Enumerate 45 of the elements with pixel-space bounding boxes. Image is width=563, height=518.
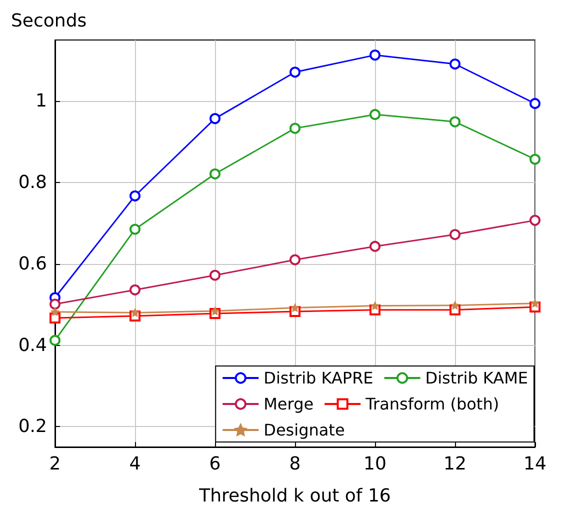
point: [451, 302, 459, 310]
x-tick-label: 2: [49, 454, 61, 474]
point: [210, 168, 220, 180]
y-tick-label: 0.4: [18, 334, 47, 356]
x-axis-title: Threshold k out of 16: [198, 486, 391, 506]
point: [131, 308, 139, 316]
y-tick-label: 0.2: [18, 416, 47, 438]
legend-label: Distrib KAME: [425, 368, 528, 388]
point: [290, 66, 300, 78]
point: [290, 122, 300, 134]
point: [370, 240, 380, 252]
point: [530, 154, 540, 165]
x-tick-label: 12: [444, 454, 466, 474]
point: [530, 214, 540, 226]
legend-label: Merge: [264, 394, 314, 414]
point: [130, 190, 140, 202]
point: [450, 229, 460, 240]
y-tick-label: 0.6: [18, 253, 47, 274]
legend-label: Transform (both): [364, 394, 500, 414]
x-tick-label: 14: [524, 454, 546, 474]
point: [450, 58, 460, 70]
point: [210, 113, 220, 124]
point: [50, 298, 60, 310]
point: [130, 284, 140, 296]
point: [291, 304, 299, 312]
point: [531, 300, 539, 308]
point: [130, 224, 140, 235]
point: [290, 254, 300, 266]
x-tick-label: 6: [209, 454, 221, 474]
y-axis-title: Seconds: [11, 10, 87, 32]
point: [210, 270, 220, 281]
point: [450, 116, 460, 128]
point: [211, 307, 219, 315]
point: [50, 334, 60, 346]
point: [370, 50, 380, 61]
x-tick-label: 10: [364, 454, 386, 474]
point: [370, 108, 380, 120]
x-tick-label: 8: [289, 454, 301, 474]
legend-label: Designate: [264, 420, 345, 440]
y-tick-label: 1: [36, 90, 47, 112]
y-tick-label: 0.8: [18, 172, 47, 193]
point: [530, 98, 540, 109]
legend-label: Distrib KAPRE: [264, 368, 374, 388]
point: [51, 308, 59, 316]
x-tick-label: 4: [129, 454, 141, 474]
